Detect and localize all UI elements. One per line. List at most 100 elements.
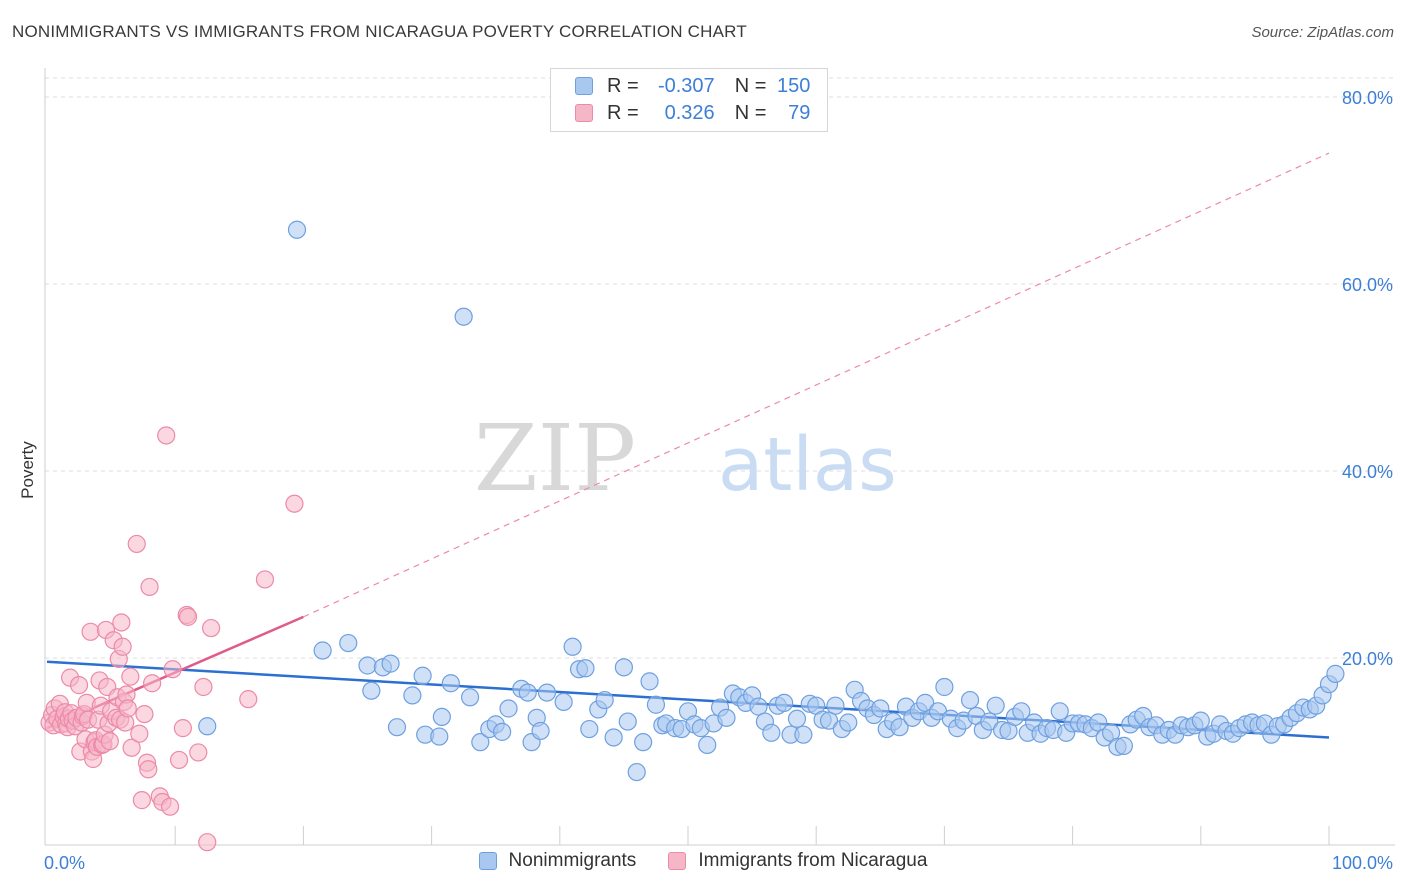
grid-lines (45, 77, 1395, 659)
data-point-immigrants (160, 797, 180, 816)
data-point-nonimmigrants (871, 699, 890, 718)
data-point-nonimmigrants (595, 690, 614, 710)
data-point-nonimmigrants (454, 307, 473, 326)
legend-label-immigrants: Immigrants from Nicaragua (698, 850, 928, 871)
data-point-nonimmigrants (460, 688, 480, 707)
legend-row-immigrants: R = 0.326 N = 79 (575, 101, 810, 125)
data-point-immigrants (130, 724, 149, 743)
data-point-nonimmigrants (935, 677, 954, 697)
data-point-immigrants (239, 690, 258, 709)
data-point-immigrants (198, 833, 217, 852)
x-tick-label: 100.0% (1332, 853, 1393, 873)
legend-r-value: -0.307 (657, 74, 715, 97)
data-point-immigrants (69, 676, 89, 695)
data-point-nonimmigrants (618, 712, 637, 731)
data-point-immigrants (140, 577, 159, 597)
y-tick-label: 60.0% (1342, 275, 1393, 295)
legend-r-label: R = (607, 101, 639, 124)
data-point-immigrants (121, 667, 140, 686)
legend-swatch-pink (668, 852, 687, 870)
data-point-nonimmigrants (1191, 711, 1210, 730)
y-tick-label: 20.0% (1342, 649, 1393, 669)
data-point-nonimmigrants (986, 696, 1005, 715)
watermark: ZIP atlas (474, 405, 897, 512)
data-point-nonimmigrants (1050, 702, 1069, 721)
data-point-immigrants (201, 618, 221, 638)
legend-item-immigrants[interactable]: Immigrants from Nicaragua (668, 850, 927, 872)
data-point-nonimmigrants (387, 718, 407, 737)
trend-line-immigrants-extrapolated (303, 152, 1330, 618)
y-tick-label: 40.0% (1342, 462, 1393, 482)
data-point-nonimmigrants (432, 707, 451, 727)
data-point-nonimmigrants (839, 713, 858, 732)
tick-labels: 20.0% 40.0% 60.0% 80.0% 0.0% 100.0% (44, 88, 1393, 873)
y-tick-label: 80.0% (1342, 88, 1393, 108)
data-point-nonimmigrants (762, 723, 781, 742)
data-point-nonimmigrants (627, 762, 646, 782)
legend-n-label: N = (734, 74, 767, 97)
data-point-nonimmigrants (471, 733, 490, 752)
legend-row-nonimmigrants: R = -0.307 N = 150 (575, 74, 810, 98)
data-point-nonimmigrants (1326, 664, 1345, 683)
data-point-immigrants (112, 613, 131, 632)
legend-label-nonimmigrants: Nonimmigrants (508, 850, 637, 871)
data-point-immigrants (157, 426, 176, 445)
legend-n-value: 79 (788, 101, 811, 124)
data-point-immigrants (169, 750, 189, 770)
data-point-nonimmigrants (518, 683, 537, 702)
data-point-immigrants (139, 760, 158, 779)
data-point-nonimmigrants (775, 693, 794, 712)
data-point-nonimmigrants (916, 693, 935, 712)
data-point-immigrants (143, 674, 162, 693)
watermark-zip: ZIP (474, 405, 636, 512)
data-point-immigrants (135, 704, 154, 724)
data-point-immigrants (255, 570, 275, 589)
data-point-nonimmigrants (646, 695, 666, 714)
data-point-nonimmigrants (819, 711, 839, 730)
data-point-nonimmigrants (413, 666, 432, 685)
data-point-nonimmigrants (287, 220, 307, 239)
data-point-immigrants (173, 719, 192, 738)
data-point-nonimmigrants (960, 690, 980, 710)
data-point-immigrants (163, 660, 182, 679)
data-point-immigrants (81, 622, 100, 641)
data-point-nonimmigrants (441, 674, 460, 693)
data-point-nonimmigrants (576, 659, 595, 678)
data-point-nonimmigrants (1114, 736, 1133, 755)
legend-swatch-pink (575, 104, 593, 122)
data-point-nonimmigrants (403, 686, 422, 705)
data-point-immigrants (194, 677, 213, 697)
data-point-immigrants (178, 607, 198, 626)
data-point-nonimmigrants (1089, 713, 1108, 732)
data-point-nonimmigrants (499, 699, 518, 718)
data-point-nonimmigrants (890, 718, 909, 737)
data-point-nonimmigrants (640, 672, 659, 691)
axes (44, 68, 1395, 846)
data-point-nonimmigrants (493, 722, 512, 741)
data-point-nonimmigrants (826, 696, 845, 715)
correlation-legend: R = -0.307 N = 150 R = 0.326 N = 79 (550, 68, 828, 132)
data-point-nonimmigrants (430, 727, 449, 746)
data-point-nonimmigrants (554, 692, 573, 712)
data-point-nonimmigrants (339, 633, 358, 653)
data-point-nonimmigrants (362, 681, 381, 700)
data-point-nonimmigrants (698, 735, 717, 755)
data-point-immigrants (113, 637, 132, 656)
data-point-nonimmigrants (794, 725, 813, 744)
legend-item-nonimmigrants[interactable]: Nonimmigrants (478, 850, 637, 872)
data-point-nonimmigrants (537, 683, 557, 702)
series-legend: Nonimmigrants Immigrants from Nicaragua (0, 850, 1406, 872)
legend-swatch-blue (575, 77, 593, 95)
watermark-atlas: atlas (718, 422, 897, 508)
series-nonimmigrants (198, 220, 1345, 782)
data-point-nonimmigrants (381, 654, 400, 673)
data-point-nonimmigrants (787, 709, 807, 728)
data-point-nonimmigrants (634, 733, 653, 752)
data-point-immigrants (118, 699, 137, 718)
data-point-nonimmigrants (717, 708, 736, 727)
data-point-immigrants (122, 738, 141, 757)
data-point-nonimmigrants (1012, 702, 1031, 721)
legend-r-value: 0.326 (664, 101, 715, 124)
chart-title: NONIMMIGRANTS VS IMMIGRANTS FROM NICARAG… (12, 22, 747, 41)
data-point-immigrants (100, 732, 119, 751)
